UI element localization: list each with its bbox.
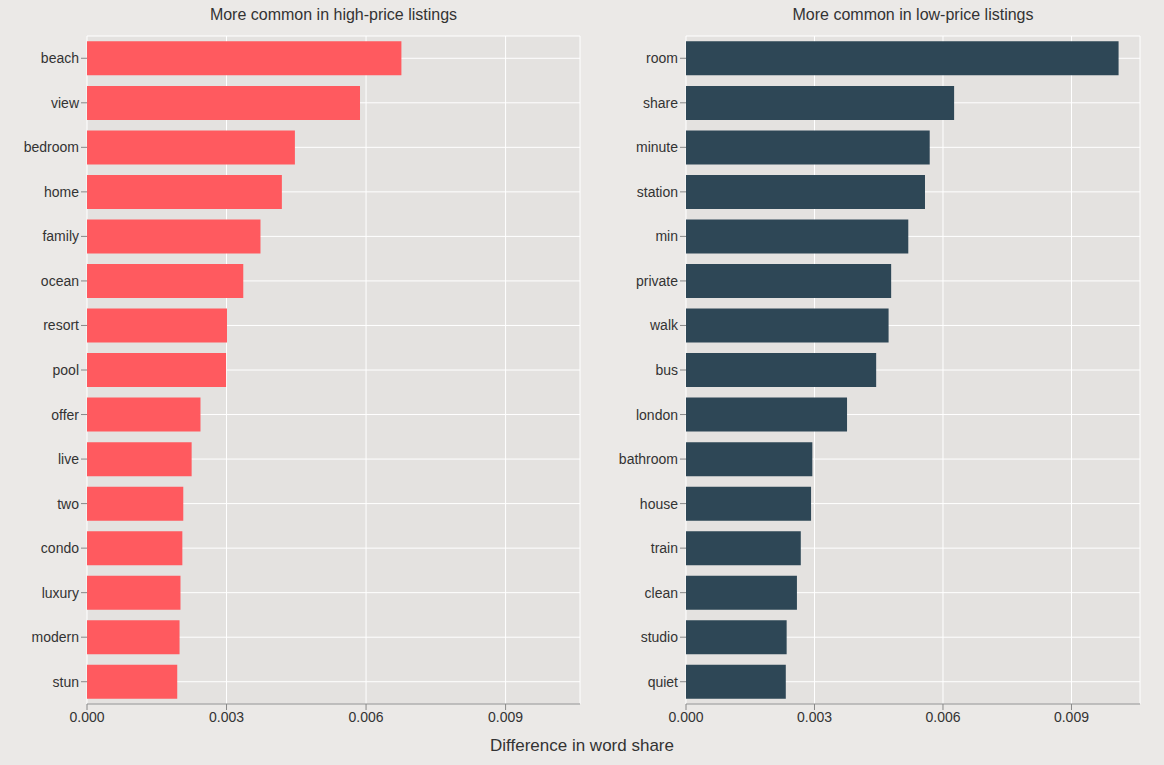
svg-text:0.006: 0.006 bbox=[925, 709, 960, 725]
svg-text:offer: offer bbox=[51, 407, 79, 423]
svg-text:quiet: quiet bbox=[648, 674, 678, 690]
svg-text:0.009: 0.009 bbox=[1054, 709, 1089, 725]
svg-text:resort: resort bbox=[43, 317, 79, 333]
svg-text:ocean: ocean bbox=[41, 273, 79, 289]
svg-text:train: train bbox=[651, 540, 678, 556]
svg-text:two: two bbox=[57, 496, 79, 512]
svg-text:private: private bbox=[636, 273, 678, 289]
svg-text:view: view bbox=[51, 95, 80, 111]
svg-text:london: london bbox=[636, 407, 678, 423]
svg-text:room: room bbox=[646, 50, 678, 66]
html-text:More common in low-price listi: More common in low-price listings bbox=[792, 6, 1034, 23]
svg-text:house: house bbox=[640, 496, 678, 512]
svg-text:beach: beach bbox=[41, 50, 79, 66]
svg-text:live: live bbox=[58, 451, 79, 467]
svg-text:0.000: 0.000 bbox=[668, 709, 703, 725]
svg-text:pool: pool bbox=[53, 362, 79, 378]
svg-text:0.003: 0.003 bbox=[209, 709, 244, 725]
svg-text:0.009: 0.009 bbox=[488, 709, 523, 725]
svg-text:walk: walk bbox=[649, 317, 679, 333]
svg-text:modern: modern bbox=[32, 629, 79, 645]
svg-text:0.003: 0.003 bbox=[797, 709, 832, 725]
svg-text:stun: stun bbox=[53, 674, 79, 690]
svg-text:bedroom: bedroom bbox=[24, 139, 79, 155]
svg-text:family: family bbox=[42, 228, 79, 244]
svg-text:condo: condo bbox=[41, 540, 79, 556]
html-text:More common in high-price list: More common in high-price listings bbox=[209, 6, 458, 23]
svg-text:0.000: 0.000 bbox=[69, 709, 104, 725]
svg-text:studio: studio bbox=[641, 629, 679, 645]
html-text:Difference in word share: Difference in word share bbox=[490, 736, 674, 755]
svg-text:minute: minute bbox=[636, 139, 678, 155]
svg-text:min: min bbox=[655, 228, 678, 244]
svg-text:station: station bbox=[637, 184, 678, 200]
svg-text:bus: bus bbox=[655, 362, 678, 378]
svg-text:share: share bbox=[643, 95, 678, 111]
svg-text:bathroom: bathroom bbox=[619, 451, 678, 467]
svg-text:clean: clean bbox=[645, 585, 678, 601]
svg-text:0.006: 0.006 bbox=[349, 709, 384, 725]
svg-text:luxury: luxury bbox=[42, 585, 79, 601]
svg-text:home: home bbox=[44, 184, 79, 200]
